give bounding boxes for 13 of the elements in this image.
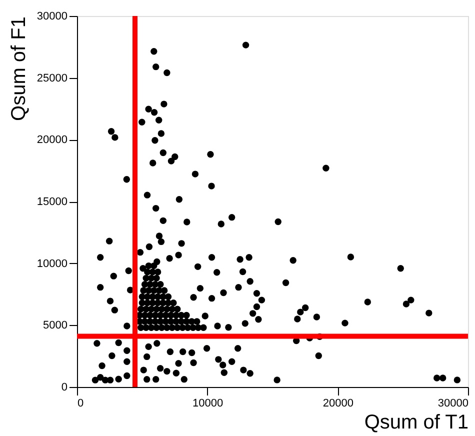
- x-axis-title: Qsum of T1: [364, 412, 468, 434]
- x-tick-label: 30000: [438, 398, 468, 410]
- y-tick-label: 10000: [36, 258, 68, 270]
- x-tick-label: 20000: [322, 398, 354, 410]
- y-tick-label: 30000: [36, 10, 68, 22]
- y-tick-label: 0: [61, 382, 68, 394]
- x-tick-label: 10000: [192, 398, 224, 410]
- x-tick-label: 0: [78, 398, 84, 410]
- y-tick-label: 25000: [36, 72, 68, 84]
- y-axis-title: Qsum of F1: [8, 16, 30, 121]
- y-tick-label: 20000: [36, 134, 68, 146]
- y-tick-label: 15000: [36, 196, 68, 208]
- y-tick-label: 5000: [43, 320, 68, 332]
